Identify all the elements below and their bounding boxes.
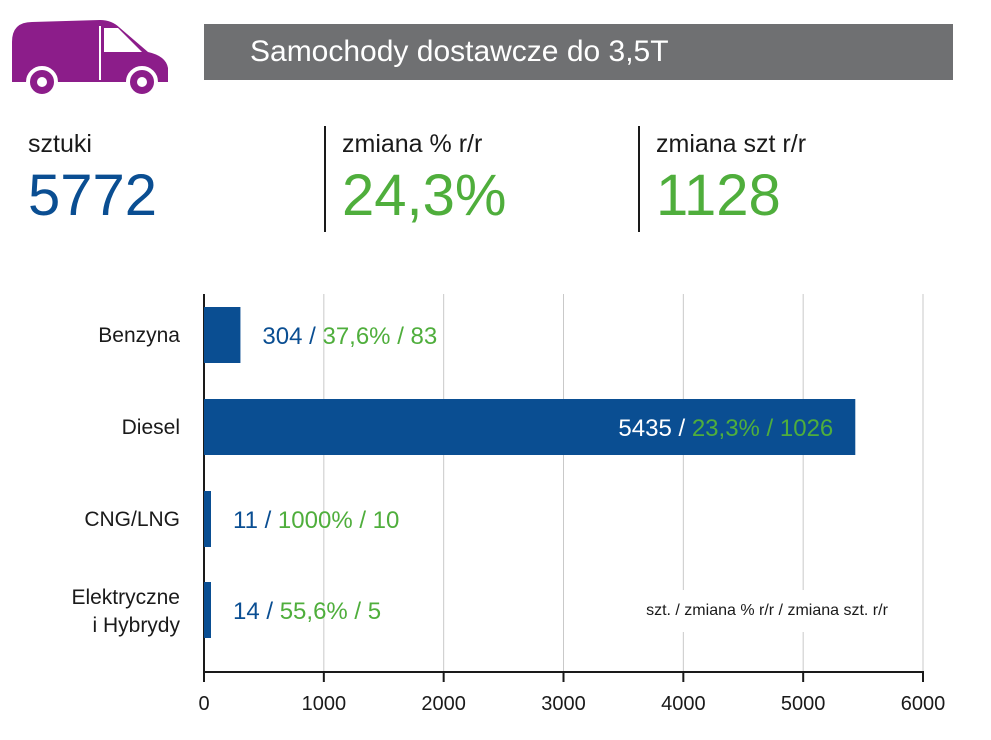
stat-units-value: 5772: [28, 163, 158, 228]
x-tick-label: 2000: [421, 693, 466, 715]
x-tick-label: 5000: [781, 693, 826, 715]
bar: [204, 307, 241, 363]
stat-abs-change-value: 1128: [656, 163, 781, 228]
category-label: Diesel: [122, 416, 180, 439]
data-label: 11 / 1000% / 10: [233, 507, 399, 534]
x-tick-label: 3000: [541, 693, 586, 715]
data-label: 5435 / 23,3% / 1026: [618, 415, 833, 442]
stat-pct-change-label: zmiana % r/r: [342, 130, 483, 158]
van-icon: [12, 20, 168, 94]
category-label: Elektryczne i Hybrydy: [71, 586, 180, 637]
category-label: CNG/LNG: [84, 508, 180, 531]
x-tick-label: 4000: [661, 693, 706, 715]
stat-pct-change-value: 24,3%: [342, 163, 507, 228]
x-tick-label: 6000: [901, 693, 946, 715]
bar: [204, 399, 856, 455]
stat-abs-change-label: zmiana szt r/r: [656, 130, 807, 158]
stat-pct-change: zmiana % r/r 24,3%: [342, 130, 506, 225]
stat-abs-change: zmiana szt r/r 1128: [656, 130, 806, 225]
divider: [638, 126, 640, 232]
stat-units: sztuki 5772: [28, 130, 157, 225]
category-label: Benzyna: [98, 324, 180, 347]
data-label: 304 / 37,6% / 83: [262, 323, 437, 350]
stat-units-label: sztuki: [28, 130, 92, 158]
x-tick-label: 1000: [302, 693, 347, 715]
page-title: Samochody dostawcze do 3,5T: [204, 24, 953, 80]
divider: [324, 126, 326, 232]
x-tick-label: 0: [198, 693, 209, 715]
bar: [204, 491, 211, 547]
data-label: 14 / 55,6% / 5: [233, 598, 381, 625]
chart-legend-note: szt. / zmiana % r/r / zmiana szt. r/r: [612, 590, 922, 632]
bar: [204, 582, 211, 638]
